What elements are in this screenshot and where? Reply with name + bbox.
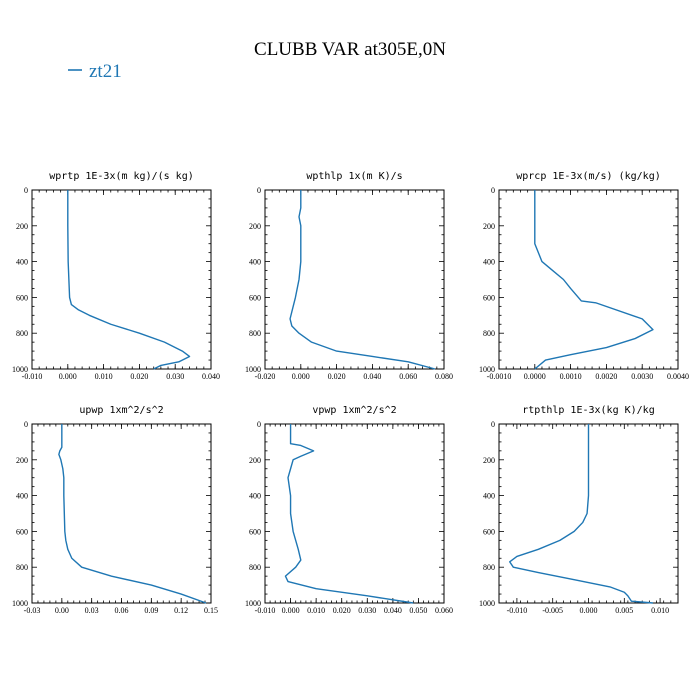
y-tick-label: 800 [249, 563, 261, 572]
series-line-zt21 [289, 190, 436, 370]
y-tick-label: 200 [249, 222, 261, 231]
series-line-zt21 [509, 424, 653, 604]
y-tick-label: 1000 [479, 365, 495, 374]
x-tick-label: 0.080 [435, 372, 453, 381]
panel-6: rtpthlp 1E-3x(kg K)/kg -0.010 -0.005 0.000 0… [479, 405, 679, 615]
y-tick-label: 800 [483, 563, 495, 572]
panel-title: wprtp 1E-3x(m kg)/(s kg) [49, 171, 194, 182]
x-tick-label: 0.060 [435, 606, 453, 615]
panel-5: vpwp 1xm^2/s^2 -0.010 0.000 0.010 0.020 0.030… [245, 405, 453, 615]
panel-title: wprcp 1E-3x(m/s) (kg/kg) [516, 171, 661, 182]
x-tick-label: 0.040 [363, 372, 381, 381]
x-tick-label: 0.010 [307, 606, 325, 615]
x-tick-label: 0.005 [615, 606, 633, 615]
y-tick-label: 400 [483, 492, 495, 501]
x-tick-label: 0.030 [358, 606, 376, 615]
x-tick-label: 0.0010 [560, 372, 582, 381]
x-tick-label: 0.010 [651, 606, 669, 615]
y-tick-label: 200 [249, 456, 261, 465]
x-tick-label: 0.040 [384, 606, 402, 615]
x-tick-label: 0.00 [55, 606, 69, 615]
y-tick-label: 600 [483, 293, 495, 302]
x-tick-label: 0.000 [59, 372, 77, 381]
panel-title: vpwp 1xm^2/s^2 [312, 405, 396, 416]
panels-container: wprtp 1E-3x(m kg)/(s kg)-0.010 0.000 0.010… [12, 171, 689, 615]
y-tick-label: 200 [483, 456, 495, 465]
y-tick-label: 400 [249, 258, 261, 267]
x-tick-label: -0.0010 [487, 372, 512, 381]
y-tick-label: 1000 [12, 599, 28, 608]
y-tick-label: 0 [24, 186, 28, 195]
legend-label-zt21: zt21 [89, 61, 122, 82]
x-tick-label: -0.03 [24, 606, 41, 615]
y-tick-label: 0 [491, 186, 495, 195]
x-tick-label: 0.000 [292, 372, 310, 381]
y-tick-label: 200 [16, 456, 28, 465]
panel-2: wpthlp 1x(m K)/s -0.020 0.000 0.020 0.040 0.0… [245, 171, 453, 381]
y-tick-label: 0 [257, 420, 261, 429]
y-tick-label: 1000 [12, 365, 28, 374]
y-tick-label: 800 [249, 329, 261, 338]
panel-4: upwp 1xm^2/s^2 -0.03 0.00 0.03 0.06 0.09 0.12 0… [12, 405, 218, 615]
y-tick-label: 600 [249, 293, 261, 302]
figure-title: CLUBB VAR at305E,0N [254, 39, 446, 60]
x-tick-label: 0.020 [328, 372, 346, 381]
panel-1: wprtp 1E-3x(m kg)/(s kg) -0.010 0.000 0.010… [12, 171, 220, 381]
y-tick-label: 0 [257, 186, 261, 195]
x-tick-label: -0.010 [255, 606, 276, 615]
y-tick-label: 200 [483, 222, 495, 231]
y-tick-label: 1000 [245, 599, 261, 608]
y-tick-label: 400 [483, 258, 495, 267]
x-tick-label: 0.010 [95, 372, 113, 381]
x-tick-label: 0.03 [85, 606, 99, 615]
x-tick-label: -0.020 [255, 372, 276, 381]
series-line-zt21 [58, 424, 207, 604]
series-line-zt21 [284, 424, 414, 604]
x-tick-label: 0.000 [580, 606, 598, 615]
x-tick-label: 0.0000 [524, 372, 546, 381]
legend: zt21 [68, 61, 122, 82]
x-tick-label: 0.020 [130, 372, 148, 381]
x-tick-label: 0.09 [144, 606, 158, 615]
panel-title: upwp 1xm^2/s^2 [79, 405, 163, 416]
x-tick-label: -0.010 [507, 606, 528, 615]
x-tick-label: 0.0020 [595, 372, 617, 381]
series-line-zt21 [67, 190, 191, 370]
x-tick-label: 0.040 [202, 372, 220, 381]
panel-title: rtpthlp 1E-3x(kg K)/kg [522, 405, 654, 416]
x-tick-label: 0.060 [399, 372, 417, 381]
x-tick-label: 0.020 [333, 606, 351, 615]
series-line-zt21 [534, 190, 654, 370]
y-tick-label: 400 [16, 492, 28, 501]
y-tick-label: 200 [16, 222, 28, 231]
panel-title: wpthlp 1x(m K)/s [306, 171, 402, 182]
x-tick-label: 0.0040 [667, 372, 689, 381]
y-tick-label: 400 [16, 258, 28, 267]
x-tick-label: -0.005 [542, 606, 563, 615]
x-tick-label: 0.12 [174, 606, 188, 615]
x-tick-label: 0.000 [282, 606, 300, 615]
y-tick-label: 0 [24, 420, 28, 429]
y-tick-label: 600 [16, 293, 28, 302]
y-tick-label: 800 [483, 329, 495, 338]
y-tick-label: 1000 [479, 599, 495, 608]
x-tick-label: 0.06 [115, 606, 129, 615]
y-tick-label: 1000 [245, 365, 261, 374]
y-tick-label: 800 [16, 329, 28, 338]
y-tick-label: 800 [16, 563, 28, 572]
x-tick-label: 0.0030 [631, 372, 653, 381]
x-tick-label: 0.050 [409, 606, 427, 615]
y-tick-label: 600 [249, 527, 261, 536]
panel-3: wprcp 1E-3x(m/s) (kg/kg) -0.0010 0.0000 0.0… [479, 171, 689, 381]
y-tick-label: 0 [491, 420, 495, 429]
y-tick-label: 600 [483, 527, 495, 536]
y-tick-label: 400 [249, 492, 261, 501]
x-tick-label: 0.15 [204, 606, 218, 615]
y-tick-label: 600 [16, 527, 28, 536]
x-tick-label: -0.010 [22, 372, 43, 381]
x-tick-label: 0.030 [166, 372, 184, 381]
